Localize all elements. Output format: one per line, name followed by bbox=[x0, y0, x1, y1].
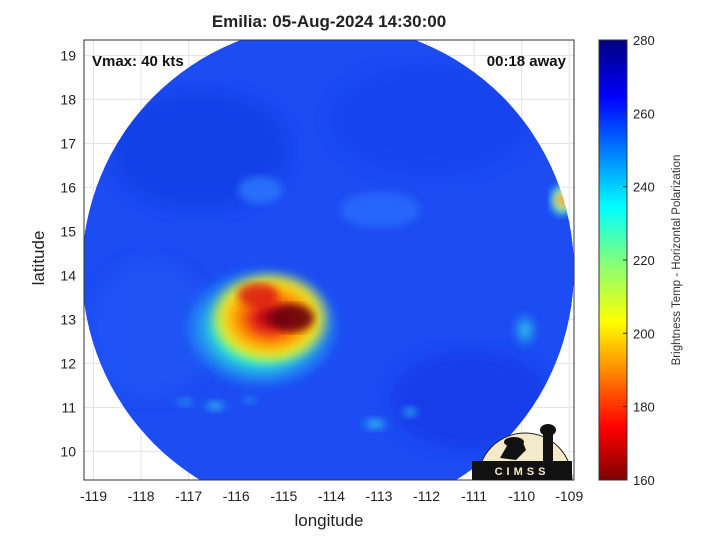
colorbar-tick-label: 240 bbox=[633, 180, 655, 195]
y-axis-label: latitude bbox=[29, 230, 48, 286]
colorbar-tick-label: 180 bbox=[633, 400, 655, 415]
x-tick-label: -119 bbox=[80, 488, 107, 504]
colorbar bbox=[598, 39, 628, 481]
x-tick-label: -114 bbox=[318, 488, 345, 504]
colorbar-tick-label: 160 bbox=[633, 473, 655, 488]
colorbar-tick-labels: 160 180 200 220 240 260 280 bbox=[623, 33, 655, 488]
x-axis-label: longitude bbox=[294, 511, 364, 530]
x-tick-label: -118 bbox=[128, 488, 155, 504]
colorbar-label: Brightness Temp - Horizontal Polarizatio… bbox=[671, 154, 683, 366]
axes-frame bbox=[83, 39, 575, 481]
map-title: Emilia: 05-Aug-2024 14:30:00 bbox=[211, 12, 447, 31]
y-tick-label: 16 bbox=[60, 179, 76, 195]
colorbar-tick-label: 220 bbox=[633, 253, 655, 268]
y-tick-label: 14 bbox=[60, 267, 76, 283]
microwave-swath bbox=[84, 40, 574, 480]
x-tick-label: -110 bbox=[508, 488, 535, 504]
time-offset-annotation: 00:18 away bbox=[486, 53, 566, 70]
colorbar-tick-label: 280 bbox=[633, 33, 655, 48]
vmax-annotation: Vmax: 40 kts bbox=[92, 53, 184, 70]
y-tick-label: 15 bbox=[60, 223, 76, 239]
x-tick-label: -111 bbox=[461, 488, 487, 504]
y-tick-labels: 10 11 12 13 14 15 16 17 18 19 bbox=[60, 47, 76, 459]
y-tick-label: 18 bbox=[60, 91, 76, 107]
logo-text: CIMSS bbox=[495, 466, 550, 478]
x-tick-label: -115 bbox=[270, 488, 297, 504]
colorbar-tick-label: 260 bbox=[633, 106, 655, 121]
y-tick-label: 11 bbox=[61, 399, 76, 415]
x-tick-label: -109 bbox=[555, 488, 583, 504]
y-tick-label: 19 bbox=[60, 47, 76, 63]
x-tick-label: -112 bbox=[413, 488, 440, 504]
colorbar-tick-label: 200 bbox=[633, 326, 655, 341]
x-tick-label: -116 bbox=[223, 488, 250, 504]
x-tick-labels: -119 -118 -117 -116 -115 -114 -113 -112 -111 -110… bbox=[80, 488, 583, 504]
x-tick-label: -113 bbox=[365, 488, 392, 504]
y-tick-label: 13 bbox=[60, 311, 76, 327]
y-tick-label: 12 bbox=[60, 355, 76, 371]
cimss-logo: CIMSS bbox=[472, 424, 573, 481]
x-tick-label: -117 bbox=[175, 488, 202, 504]
y-tick-label: 10 bbox=[60, 443, 76, 459]
y-tick-label: 17 bbox=[60, 135, 76, 151]
